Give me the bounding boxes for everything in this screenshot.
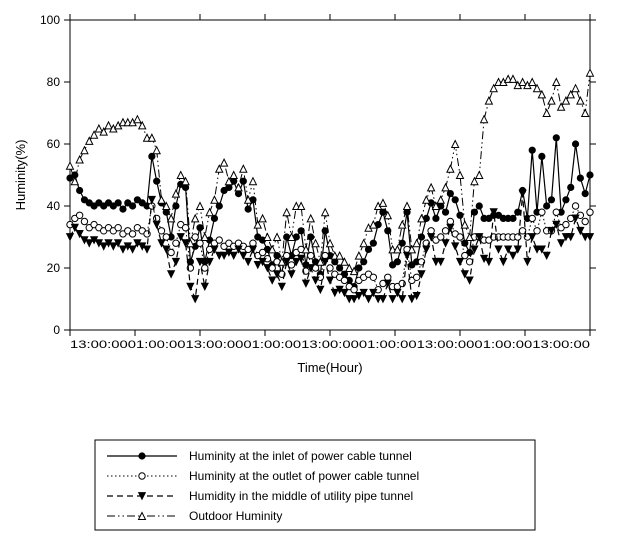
legend-label-outdoor: Outdoor Huminity xyxy=(189,509,282,523)
y-tick-label: 40 xyxy=(47,199,61,213)
legend-label-outlet: Huminity at the outlet of power cable tu… xyxy=(189,469,419,483)
y-tick-label: 60 xyxy=(47,137,61,151)
y-tick-label: 20 xyxy=(47,261,61,275)
x-axis-title: Time(Hour) xyxy=(297,360,362,375)
legend-label-inlet: Huminity at the inlet of power cable tun… xyxy=(189,449,412,463)
x-tick-labels: 13:00:0001:00:0013:00:0001:00:0013:00:00… xyxy=(70,339,590,351)
humidity-chart: 0 20 40 60 80 100 13:00:0001:00:0013:00:0001:0… xyxy=(0,0,625,558)
chart-svg: 0 20 40 60 80 100 13:00:0001:00:0013:00:0001:0… xyxy=(0,0,625,558)
y-axis-title: Huminity(%) xyxy=(13,140,28,211)
y-tick-label: 0 xyxy=(53,323,60,337)
series-inlet xyxy=(70,138,590,287)
y-tick-label: 80 xyxy=(47,75,61,89)
legend-label-middle: Humidity in the middle of utility pipe t… xyxy=(189,489,413,503)
y-tick-label: 100 xyxy=(40,13,60,27)
